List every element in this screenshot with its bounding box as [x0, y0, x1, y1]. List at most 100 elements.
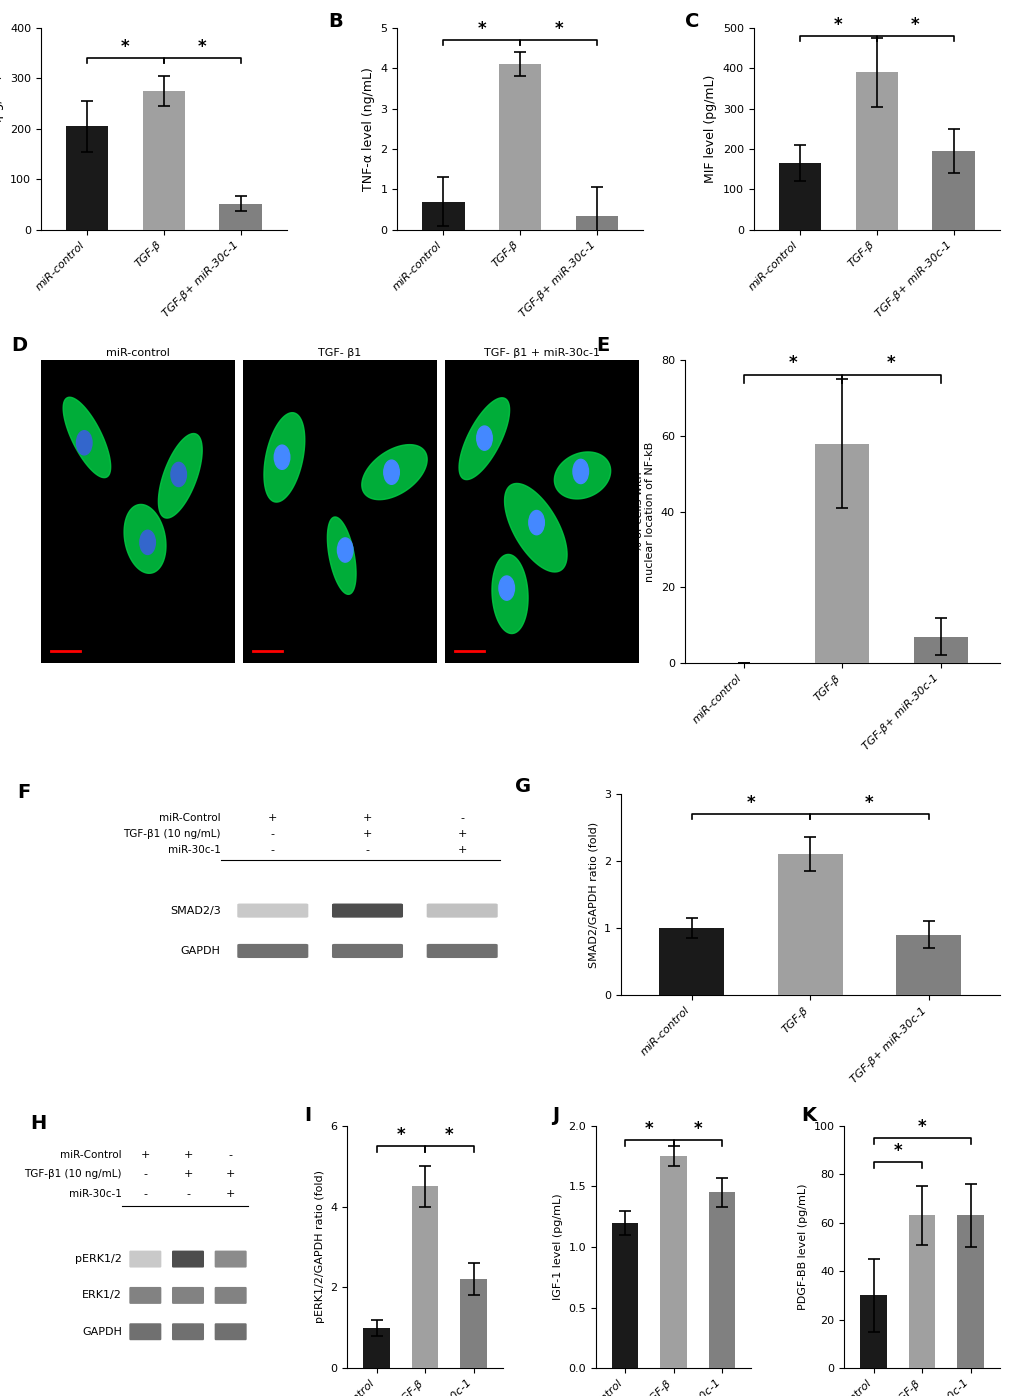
Text: +: +	[226, 1170, 235, 1180]
Text: J: J	[552, 1107, 559, 1125]
Text: -: -	[144, 1170, 147, 1180]
Bar	[776, 854, 842, 995]
Text: +: +	[458, 829, 467, 839]
Text: TGF-β1 (10 ng/mL): TGF-β1 (10 ng/mL)	[24, 1170, 121, 1180]
Text: D: D	[11, 336, 28, 355]
Y-axis label: IL-6 level (pg/mL): IL-6 level (pg/mL)	[0, 74, 4, 184]
Bar	[659, 1156, 686, 1368]
Circle shape	[337, 537, 353, 563]
Text: TGF-β1 (10 ng/mL): TGF-β1 (10 ng/mL)	[123, 829, 220, 839]
Circle shape	[171, 462, 186, 487]
Bar	[708, 1192, 735, 1368]
Text: E: E	[596, 336, 609, 355]
Text: miR-Control: miR-Control	[159, 812, 220, 822]
Polygon shape	[158, 434, 202, 518]
Bar	[895, 935, 960, 995]
Bar	[931, 151, 974, 230]
Y-axis label: % of cells with
nuclear location of NF-kB: % of cells with nuclear location of NF-k…	[633, 441, 654, 582]
Polygon shape	[264, 413, 305, 503]
Text: *: *	[396, 1125, 405, 1143]
Text: *: *	[444, 1125, 453, 1143]
Title: TGF- β1 + miR-30c-1: TGF- β1 + miR-30c-1	[483, 348, 599, 359]
Text: pERK1/2: pERK1/2	[75, 1254, 121, 1263]
Polygon shape	[362, 445, 427, 500]
Circle shape	[498, 577, 514, 600]
Text: *: *	[910, 15, 918, 34]
Text: GAPDH: GAPDH	[180, 946, 220, 956]
Bar	[576, 215, 618, 230]
Text: -: -	[365, 845, 369, 854]
Polygon shape	[63, 398, 110, 477]
Text: +: +	[141, 1150, 150, 1160]
Text: *: *	[553, 20, 562, 38]
Y-axis label: SMAD2/GAPDH ratio (fold): SMAD2/GAPDH ratio (fold)	[588, 821, 598, 967]
Polygon shape	[459, 398, 510, 480]
Text: C: C	[684, 11, 699, 31]
Text: *: *	[746, 794, 755, 811]
Bar	[219, 204, 262, 230]
Y-axis label: TNF-α level (ng/mL): TNF-α level (ng/mL)	[362, 67, 375, 191]
Text: *: *	[788, 355, 797, 373]
Bar	[913, 637, 967, 663]
Text: H: H	[31, 1114, 46, 1132]
FancyBboxPatch shape	[237, 903, 308, 917]
Text: *: *	[644, 1120, 653, 1138]
Circle shape	[274, 445, 289, 469]
Y-axis label: MIF level (pg/mL): MIF level (pg/mL)	[704, 74, 716, 183]
Text: miR-Control: miR-Control	[60, 1150, 121, 1160]
Text: B: B	[328, 11, 342, 31]
Text: +: +	[363, 829, 372, 839]
FancyBboxPatch shape	[331, 903, 403, 917]
Bar	[412, 1187, 438, 1368]
Title: TGF- β1: TGF- β1	[318, 348, 361, 359]
FancyBboxPatch shape	[172, 1323, 204, 1340]
Y-axis label: IGF-1 level (pg/mL): IGF-1 level (pg/mL)	[552, 1194, 562, 1300]
Text: *: *	[864, 794, 873, 811]
Text: G: G	[515, 778, 530, 796]
Bar	[422, 201, 464, 230]
Bar	[363, 1328, 389, 1368]
Polygon shape	[504, 483, 567, 572]
Polygon shape	[491, 554, 528, 634]
Circle shape	[573, 459, 588, 483]
Bar	[460, 1279, 486, 1368]
FancyBboxPatch shape	[172, 1251, 204, 1268]
Title: miR-control: miR-control	[106, 348, 170, 359]
Bar	[498, 64, 541, 230]
Polygon shape	[553, 452, 610, 498]
Text: +: +	[183, 1150, 193, 1160]
Text: I: I	[304, 1107, 311, 1125]
FancyBboxPatch shape	[129, 1251, 161, 1268]
Bar	[956, 1216, 983, 1368]
Bar	[908, 1216, 934, 1368]
Bar	[143, 91, 184, 230]
Polygon shape	[327, 517, 356, 595]
Text: -: -	[228, 1150, 232, 1160]
Text: *: *	[917, 1118, 925, 1135]
FancyBboxPatch shape	[214, 1287, 247, 1304]
FancyBboxPatch shape	[214, 1251, 247, 1268]
Y-axis label: pERK1/2/GAPDH ratio (fold): pERK1/2/GAPDH ratio (fold)	[315, 1170, 325, 1323]
Text: -: -	[460, 812, 464, 822]
Bar	[658, 928, 723, 995]
Text: +: +	[226, 1188, 235, 1199]
Bar	[855, 73, 897, 230]
Text: -: -	[185, 1188, 190, 1199]
Text: *: *	[834, 15, 842, 34]
Y-axis label: PDGF-BB level (pg/mL): PDGF-BB level (pg/mL)	[798, 1184, 807, 1311]
Circle shape	[476, 426, 492, 451]
Circle shape	[383, 461, 398, 484]
FancyBboxPatch shape	[129, 1287, 161, 1304]
FancyBboxPatch shape	[214, 1323, 247, 1340]
Text: *: *	[198, 38, 206, 56]
Circle shape	[76, 431, 92, 455]
Circle shape	[528, 511, 544, 535]
Text: K: K	[800, 1107, 815, 1125]
Text: *: *	[121, 38, 129, 56]
Text: miR-30c-1: miR-30c-1	[69, 1188, 121, 1199]
Text: *: *	[887, 355, 895, 373]
Text: -: -	[144, 1188, 147, 1199]
Text: *: *	[693, 1120, 701, 1138]
Text: -: -	[270, 829, 274, 839]
Text: F: F	[17, 783, 31, 803]
